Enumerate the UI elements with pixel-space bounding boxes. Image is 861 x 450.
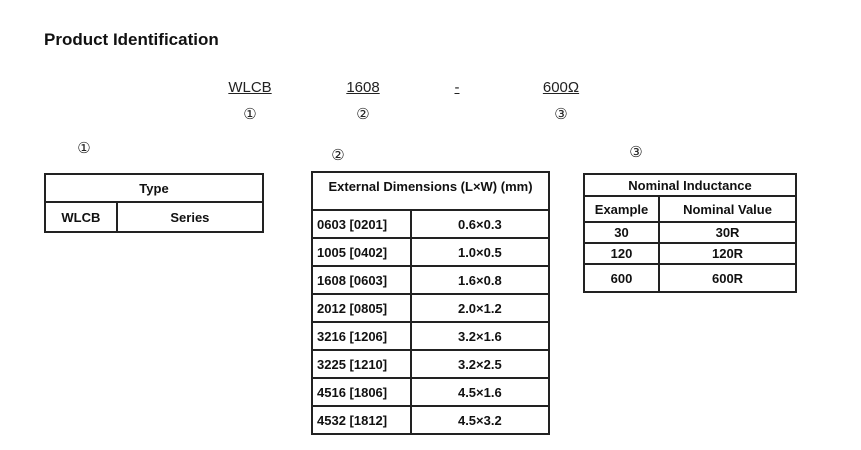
table-cell: 1005 [0402]	[311, 237, 412, 267]
code-marker: ③	[554, 106, 568, 123]
code-segment: WLCB	[228, 79, 272, 96]
table-row: 600 600R	[582, 263, 797, 293]
table-cell: 2.0×1.2	[409, 293, 551, 323]
code-segment: 600Ω	[542, 79, 580, 96]
header-row: External Dimensions (L×W) (mm)	[311, 171, 550, 211]
table-row: 3216 [1206] 3.2×1.6	[311, 321, 551, 351]
table-row: 2012 [0805] 2.0×1.2	[311, 293, 551, 323]
code-segment: -	[454, 79, 460, 96]
section-marker: ①	[77, 140, 91, 157]
table-row: 30 30R	[582, 221, 797, 244]
table-row: 120 120R	[582, 242, 797, 265]
table-cell: 1.0×0.5	[409, 237, 551, 267]
column-row: Example Nominal Value	[582, 195, 797, 223]
header-row: Type	[44, 173, 264, 203]
column-header: Example	[582, 195, 661, 223]
table-cell: 3216 [1206]	[311, 321, 412, 351]
table-cell: 30	[582, 221, 661, 244]
table-cell: 4.5×3.2	[409, 405, 551, 435]
spec-table: Type WLCB Series	[44, 173, 265, 233]
header-cell: External Dimensions (L×W) (mm)	[311, 171, 550, 211]
header-cell: Nominal Inductance	[583, 173, 797, 197]
spec-table: External Dimensions (L×W) (mm) 0603 [0201…	[311, 171, 551, 435]
section-marker: ②	[331, 147, 345, 164]
table-row: 1608 [0603] 1.6×0.8	[311, 265, 551, 295]
table-cell: 4516 [1806]	[311, 377, 412, 407]
table-row: 0603 [0201] 0.6×0.3	[311, 209, 551, 239]
table-cell: 3225 [1210]	[311, 349, 412, 379]
table-cell: 600	[582, 263, 661, 293]
table-cell: 0.6×0.3	[409, 209, 551, 239]
table-cell: 120R	[658, 242, 797, 265]
table-cell: 1608 [0603]	[311, 265, 412, 295]
table-cell: 3.2×2.5	[409, 349, 551, 379]
table-row: WLCB Series	[44, 201, 265, 233]
header-row: Nominal Inductance	[583, 173, 797, 197]
code-marker: ②	[356, 106, 370, 123]
title: Product Identification	[44, 30, 219, 49]
table-row: 4532 [1812] 4.5×3.2	[311, 405, 551, 435]
table-cell: 4532 [1812]	[311, 405, 412, 435]
table-cell: 4.5×1.6	[409, 377, 551, 407]
table-cell: WLCB	[44, 201, 118, 233]
table-row: 4516 [1806] 4.5×1.6	[311, 377, 551, 407]
spec-table: Nominal Inductance Example Nominal Value 30…	[582, 173, 797, 293]
table-cell: 2012 [0805]	[311, 293, 412, 323]
table-cell: 3.2×1.6	[409, 321, 551, 351]
header-cell: Type	[44, 173, 264, 203]
table-cell: 600R	[658, 263, 797, 293]
section-marker: ③	[629, 144, 643, 161]
table-cell: 1.6×0.8	[409, 265, 551, 295]
column-header: Nominal Value	[658, 195, 797, 223]
table-row: 1005 [0402] 1.0×0.5	[311, 237, 551, 267]
table-cell: Series	[115, 201, 265, 233]
table-cell: 0603 [0201]	[311, 209, 412, 239]
table-row: 3225 [1210] 3.2×2.5	[311, 349, 551, 379]
code-segment: 1608	[346, 79, 380, 96]
table-cell: 30R	[658, 221, 797, 244]
code-marker: ①	[243, 106, 257, 123]
table-cell: 120	[582, 242, 661, 265]
